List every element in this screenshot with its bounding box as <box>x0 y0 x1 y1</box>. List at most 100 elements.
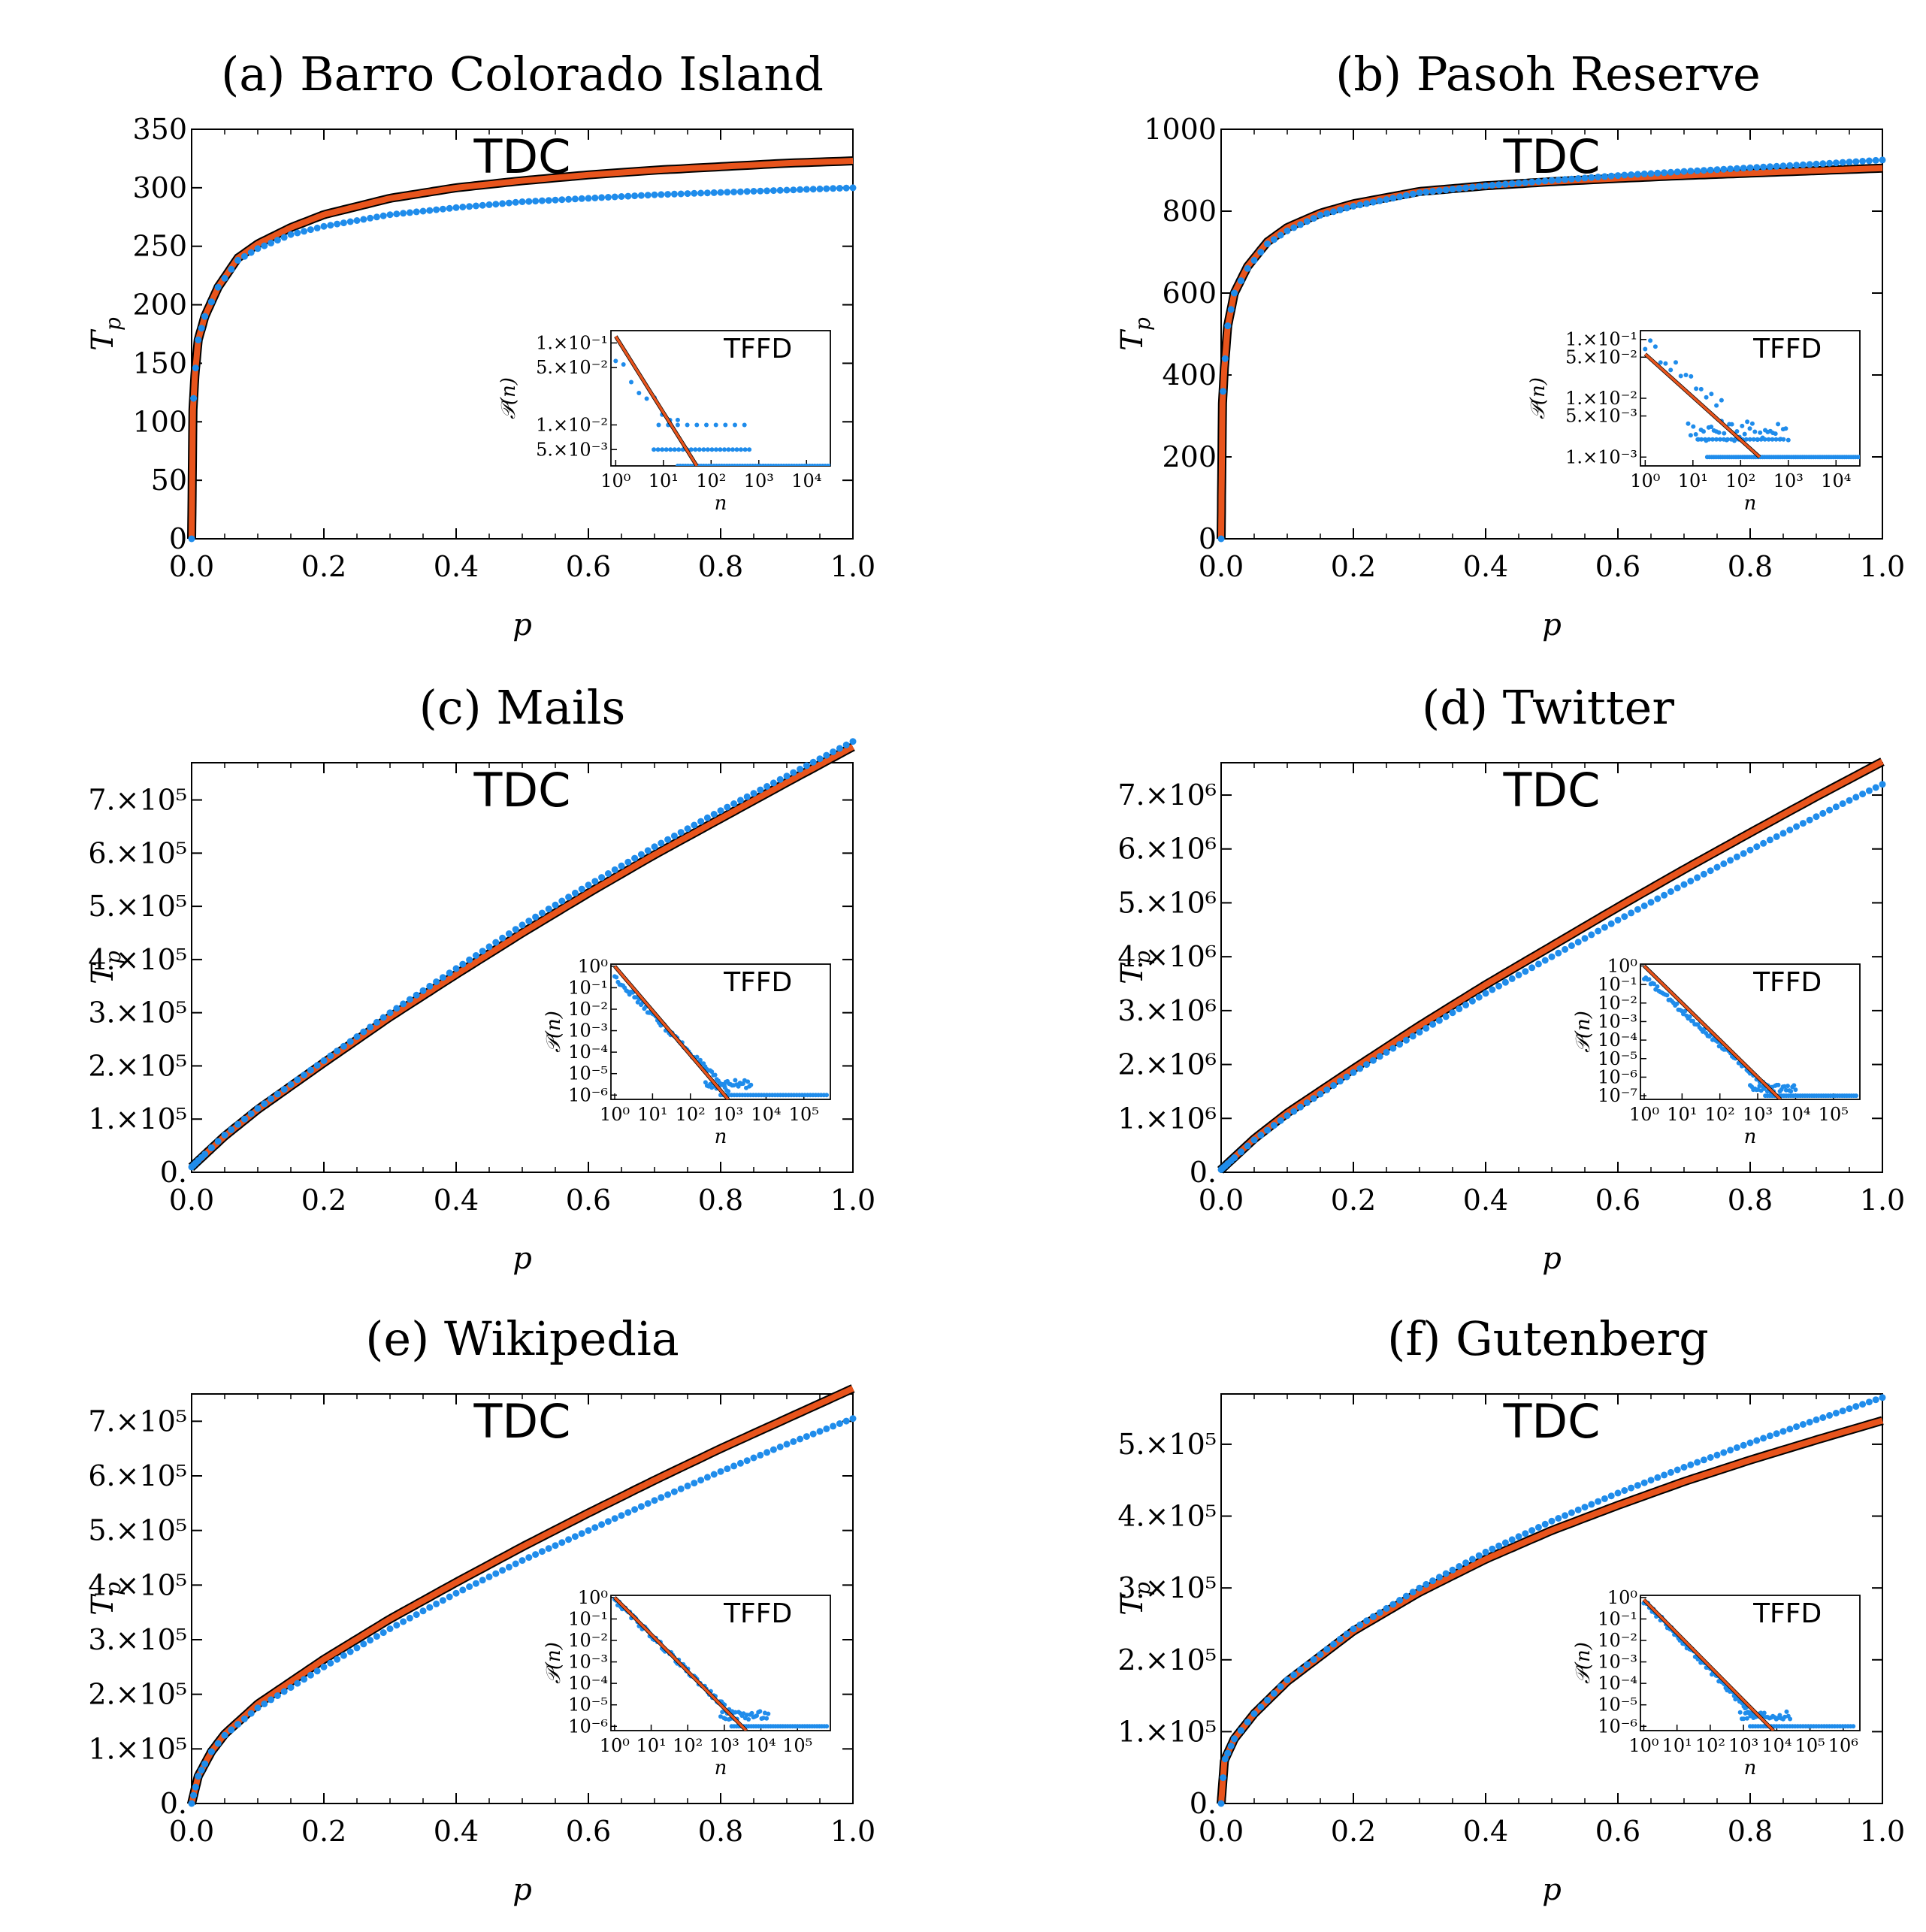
data-point <box>1389 195 1397 202</box>
data-point <box>558 196 566 204</box>
data-point <box>1819 809 1827 817</box>
data-point <box>1846 1405 1853 1413</box>
inset-x-tick-label: 10¹ <box>649 470 679 491</box>
data-point <box>763 187 771 195</box>
data-point <box>1396 193 1404 201</box>
inset-data-point <box>676 447 682 452</box>
data-point <box>254 1704 262 1712</box>
data-point <box>591 1524 599 1531</box>
data-point <box>1773 833 1780 840</box>
data-point <box>1694 167 1701 174</box>
inset-data-point <box>1758 430 1763 435</box>
inset-data-point <box>1737 1710 1743 1715</box>
data-point <box>294 1680 301 1687</box>
inset-x-tick-label: 10² <box>1695 1735 1725 1756</box>
data-point <box>1435 187 1443 195</box>
data-point <box>724 1465 731 1473</box>
data-point <box>1343 204 1350 212</box>
data-point <box>446 204 453 212</box>
inset-data-point <box>1776 1082 1781 1087</box>
inset-frame <box>1640 330 1861 467</box>
inset-data-point <box>1793 1087 1798 1093</box>
data-point <box>1607 1492 1615 1500</box>
data-point <box>1343 1073 1350 1081</box>
inset-data-point <box>1722 431 1727 436</box>
inset-data-point <box>1743 1710 1748 1716</box>
data-point <box>240 1715 248 1722</box>
inset-data-point <box>1643 346 1648 352</box>
inset-x-axis-label: n <box>715 1126 727 1148</box>
inset-data-point <box>1687 1014 1692 1019</box>
data-point <box>618 193 625 200</box>
data-point <box>769 779 777 787</box>
inset-data-point <box>748 1082 754 1087</box>
y-tick-label: 50 <box>151 464 187 497</box>
data-point <box>247 1710 255 1717</box>
inset-data-point <box>749 1710 754 1716</box>
data-point <box>459 960 467 968</box>
x-tick-label: 0.0 <box>169 1815 214 1848</box>
data-series <box>1217 781 1886 1173</box>
data-point <box>1879 781 1886 788</box>
data-point <box>214 283 222 291</box>
data-point <box>525 1554 533 1562</box>
data-point <box>1442 1570 1450 1577</box>
inset-data-point <box>1742 431 1747 437</box>
data-point <box>1859 791 1867 798</box>
y-tick-label: 300 <box>132 171 187 204</box>
inset-data-point <box>709 1069 715 1075</box>
data-point <box>571 889 579 896</box>
data-point <box>1449 1009 1456 1017</box>
data-point <box>710 189 718 196</box>
data-point <box>1224 1749 1232 1757</box>
data-point <box>803 186 810 193</box>
inset-data-point <box>1725 437 1730 442</box>
inset-data-point <box>1858 455 1860 460</box>
data-point <box>1310 215 1317 222</box>
data-point <box>730 189 738 195</box>
data-point <box>1522 179 1529 186</box>
data-point <box>360 1640 367 1648</box>
data-point <box>604 1518 612 1525</box>
inset-data-point <box>1749 421 1755 426</box>
data-point <box>268 1095 275 1102</box>
data-point <box>1270 1690 1277 1697</box>
data-point <box>1508 975 1516 982</box>
data-point <box>1534 1524 1542 1531</box>
data-point <box>658 1494 665 1501</box>
inset-chart: 10⁰ 10¹ 10² 10³ 10⁴ 10⁵10⁰10⁻¹10⁻²10⁻³10⁻⁴10⁻… <box>543 956 831 1148</box>
x-tick-label: 0.0 <box>1199 550 1244 583</box>
data-point <box>809 758 817 766</box>
data-point <box>1826 1412 1834 1419</box>
data-point <box>466 956 473 963</box>
data-point <box>1534 960 1542 968</box>
inset-y-tick-label: 5.×10⁻² <box>536 357 608 378</box>
data-point <box>1250 1710 1258 1717</box>
data-point <box>1601 173 1608 180</box>
data-point <box>519 1557 526 1565</box>
data-point <box>1297 1103 1305 1111</box>
inset-data-point <box>1783 426 1788 431</box>
data-point <box>1581 935 1589 942</box>
data-point <box>1813 813 1820 821</box>
data-point <box>1548 953 1556 960</box>
x-tick-label: 1.0 <box>830 1815 875 1848</box>
data-point <box>313 1062 321 1069</box>
data-point <box>684 1482 691 1489</box>
data-point <box>1462 1559 1470 1567</box>
x-tick-label: 0.8 <box>698 550 743 583</box>
x-tick-label: 0.2 <box>301 550 346 583</box>
inset-chart: 10⁰ 10¹ 10² 10³ 10⁴ 10⁵ 10⁶10⁰10⁻¹10⁻²10⁻³10⁻⁴… <box>1572 1587 1861 1779</box>
data-point <box>353 217 361 224</box>
data-point <box>228 265 235 273</box>
data-point <box>1574 175 1582 182</box>
data-point <box>1852 794 1860 801</box>
data-point <box>340 219 347 227</box>
data-point <box>1548 177 1556 184</box>
inset-data-point <box>760 1716 766 1721</box>
data-point <box>1389 1045 1397 1052</box>
data-point <box>816 1428 824 1435</box>
y-axis-label: Tp <box>1115 317 1155 351</box>
inset-x-tick-label: 10⁴ <box>791 470 821 491</box>
inset-data-point <box>1678 373 1683 379</box>
